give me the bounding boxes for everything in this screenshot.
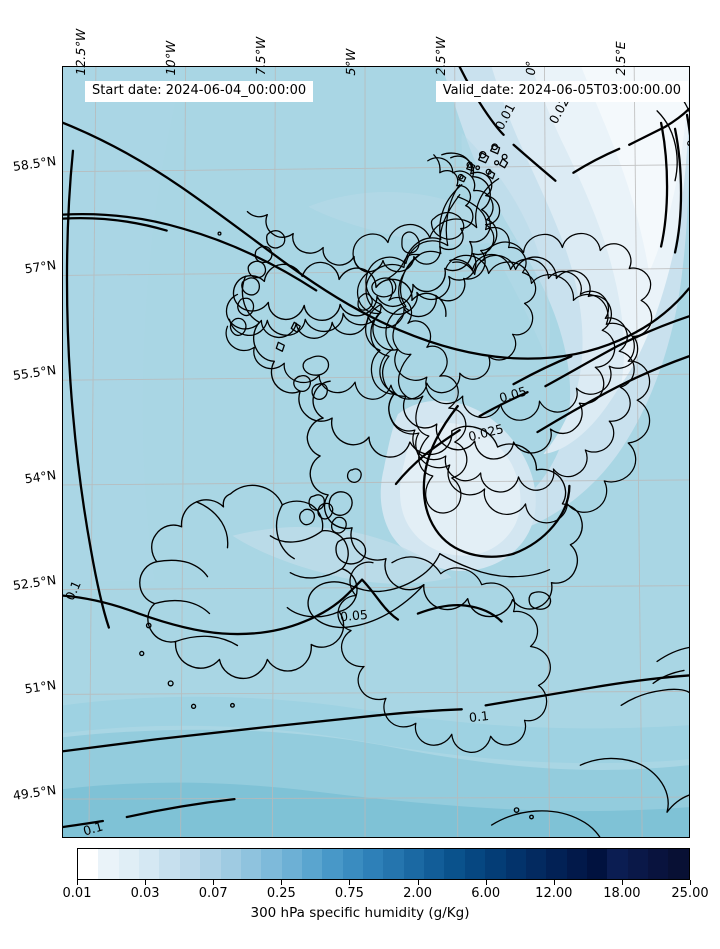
colorbar-swatch-28 [648, 849, 669, 879]
colorbar-swatch-27 [627, 849, 649, 879]
lat-tick-label-2: 55.5°N [11, 362, 58, 383]
colorbar-swatch-0 [78, 849, 99, 879]
colorbar-swatch-11 [301, 849, 323, 879]
colorbar-tick-label-0: 0.01 [62, 886, 92, 901]
colorbar-tick-label-8: 18.00 [603, 886, 641, 901]
colorbar-tick-label-3: 0.25 [266, 886, 296, 901]
colorbar-tick-8 [621, 880, 623, 885]
lat-tick-label-4: 52.5°N [11, 572, 58, 593]
colorbar-tick-label-7: 12.00 [535, 886, 573, 901]
colorbar-swatch-18 [444, 849, 465, 879]
colorbar-swatch-23 [546, 849, 567, 879]
lon-tick-label-2: 7.5°W [253, 35, 268, 77]
colorbar-swatch-6 [200, 849, 221, 879]
colorbar-swatch-14 [363, 849, 384, 879]
colorbar-tick-6 [485, 880, 487, 885]
colorbar-tick-label-4: 0.75 [334, 886, 364, 901]
colorbar-tick-label-6: 6.00 [471, 886, 501, 901]
colorbar-swatch-5 [179, 849, 201, 879]
lat-tick-label-3: 54°N [23, 467, 58, 487]
colorbar-swatch-7 [220, 849, 241, 879]
map-contour-field [63, 67, 689, 837]
colorbar-swatch-9 [261, 849, 282, 879]
contour-label: 0.1 [468, 708, 490, 725]
lon-tick-label-3: 5°W [343, 47, 358, 77]
colorbar-swatch-15 [383, 849, 404, 879]
contour-label: 0.05 [339, 606, 369, 625]
colorbar-tick-3 [281, 880, 283, 885]
valid-date-annotation: Valid_date: 2024-06-05T03:00:00.00 [435, 81, 688, 103]
colorbar-tick-7 [553, 880, 555, 885]
colorbar-title: 300 hPa specific humidity (g/Kg) [250, 905, 470, 921]
colorbar-tick-5 [417, 880, 419, 885]
colorbar-swatch-8 [240, 849, 262, 879]
colorbar-swatch-16 [403, 849, 425, 879]
lat-tick-label-1: 57°N [23, 257, 58, 277]
lon-tick-label-4: 2.5°W [433, 35, 448, 77]
colorbar-swatch-19 [464, 849, 486, 879]
colorbar-swatch-22 [525, 849, 547, 879]
colorbar-swatch-24 [566, 849, 587, 879]
lon-tick-label-5: 0° [523, 59, 538, 77]
colorbar-swatch-29 [668, 849, 689, 879]
colorbar-swatch-20 [485, 849, 506, 879]
colorbar-swatch-17 [424, 849, 445, 879]
colorbar-swatch-12 [322, 849, 343, 879]
colorbar-swatch-25 [586, 849, 608, 879]
colorbar-tick-9 [690, 880, 691, 885]
colorbar-tick-label-2: 0.07 [198, 886, 228, 901]
lon-tick-label-1: 10°W [163, 39, 178, 77]
colorbar-swatch-10 [281, 849, 302, 879]
colorbar-swatch-4 [159, 849, 180, 879]
lon-tick-label-6: 2.5°E [613, 39, 628, 77]
colorbar-tick-2 [213, 880, 215, 885]
colorbar-tick-label-9: 25.00 [671, 886, 709, 901]
map-axes[interactable]: 0.01 0.02 0.01 0.025 0.05 0.025 0.1 0.05… [62, 66, 690, 838]
colorbar-swatch-21 [505, 849, 526, 879]
colorbar-tick-0 [77, 880, 78, 885]
colorbar-swatch-1 [98, 849, 119, 879]
colorbar-swatch-3 [139, 849, 160, 879]
colorbar-tick-1 [145, 880, 147, 885]
colorbar-gradient [77, 848, 690, 880]
lat-tick-label-6: 49.5°N [11, 782, 58, 803]
colorbar[interactable]: 0.01 0.03 0.07 0.25 0.75 2.00 6.00 12.00 18.00 25… [63, 848, 709, 901]
lon-tick-label-0: 12.5°W [73, 27, 88, 77]
colorbar-swatch-2 [118, 849, 140, 879]
colorbar-tick-label-1: 0.03 [130, 886, 160, 901]
colorbar-swatch-26 [607, 849, 628, 879]
lat-tick-label-5: 51°N [23, 677, 58, 697]
start-date-annotation: Start date: 2024-06-04_00:00:00 [85, 81, 314, 103]
colorbar-swatch-13 [342, 849, 364, 879]
colorbar-tick-4 [349, 880, 351, 885]
lat-tick-label-0: 58.5°N [11, 153, 58, 174]
colorbar-tick-label-5: 2.00 [403, 886, 433, 901]
